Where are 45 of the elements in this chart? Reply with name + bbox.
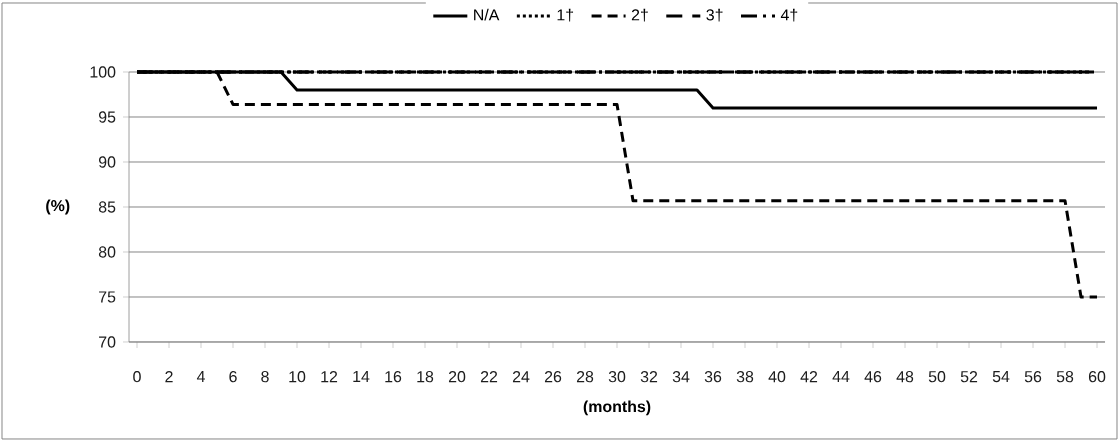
x-tick-label: 46 <box>864 371 882 383</box>
x-tick-label: 32 <box>640 371 658 383</box>
legend-label: 2† <box>631 8 648 22</box>
x-tick-label: 42 <box>800 371 818 383</box>
legend-label: 1† <box>557 8 574 22</box>
x-tick-label: 14 <box>353 371 370 382</box>
x-tick-label: 60 <box>1088 371 1106 383</box>
y-tick-label: 85 <box>98 201 116 213</box>
y-tick-label: 80 <box>98 246 116 258</box>
y-tick-label: 100 <box>90 66 116 78</box>
x-tick-label: 18 <box>417 371 434 383</box>
x-tick-label: 8 <box>261 371 269 383</box>
x-tick-label: 40 <box>768 371 786 383</box>
legend-label: 4† <box>780 8 798 22</box>
x-tick-label: 28 <box>576 371 594 383</box>
x-tick-label: 38 <box>736 371 754 383</box>
x-tick-label: 54 <box>992 371 1010 383</box>
x-tick-label: 22 <box>480 371 498 383</box>
legend-label: N/A <box>474 8 500 21</box>
x-tick-label: 34 <box>672 371 690 383</box>
x-tick-label: 20 <box>448 371 466 383</box>
y-tick-label: 70 <box>99 336 116 348</box>
x-tick-label: 12 <box>321 371 338 383</box>
x-tick-label: 50 <box>928 371 946 383</box>
y-tick-label: 90 <box>98 156 116 168</box>
x-tick-label: 10 <box>289 371 306 383</box>
x-tick-label: 26 <box>544 371 562 383</box>
x-tick-label: 36 <box>704 371 722 383</box>
x-tick-label: 56 <box>1024 371 1042 383</box>
x-tick-label: 44 <box>832 371 850 382</box>
y-tick-label: 95 <box>98 111 116 123</box>
y-tick-label: 75 <box>99 291 116 303</box>
x-tick-label: 4 <box>196 371 205 382</box>
x-tick-label: 48 <box>896 371 914 383</box>
x-axis-title: (months) <box>583 400 651 416</box>
x-tick-label: 58 <box>1056 371 1074 383</box>
x-tick-label: 16 <box>385 371 402 383</box>
x-tick-label: 52 <box>960 371 978 383</box>
x-tick-label: 24 <box>512 371 530 383</box>
legend-label: 3† <box>706 8 723 22</box>
y-axis-title: (%) <box>46 199 70 215</box>
x-tick-label: 30 <box>608 371 626 383</box>
x-tick-label: 6 <box>229 371 237 383</box>
x-tick-label: 0 <box>133 371 141 383</box>
x-tick-label: 2 <box>165 371 173 383</box>
